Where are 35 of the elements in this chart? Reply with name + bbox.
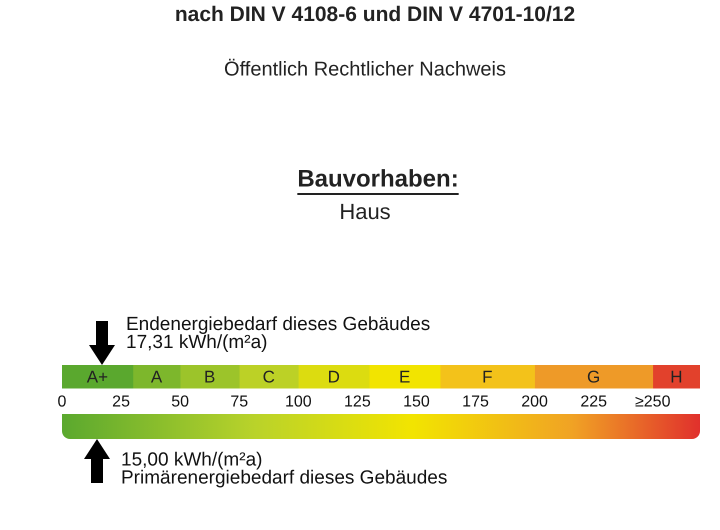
x-tick-label: 175 [462,394,489,411]
bar [652,365,700,388]
x-tick-label: ≥250 [635,394,671,411]
series-label: D [328,367,340,386]
x-tick-label: 100 [284,394,312,411]
text: Haus [339,199,391,224]
bar [62,365,134,388]
series-label: G [587,367,600,386]
x-tick-label: 150 [403,394,430,411]
bar [298,365,370,388]
bar [132,365,180,388]
series-label: A [150,367,163,386]
x-tick-label: 200 [521,394,548,411]
text: Bauvorhaben: [297,166,459,193]
x-tick-label: 50 [171,394,190,411]
chart-subtitle: Öffentlich Rechtlicher Nachweis [224,58,506,81]
series-label: B [204,367,216,386]
bar [534,365,654,388]
series-label: A+ [86,367,108,386]
x-tick-label: 75 [230,394,248,411]
text: 15,00 kWh/(m²a) Primärenergiebedarf dieses Gebäudes [121,450,448,489]
bar [440,365,535,388]
series-label: C [262,367,275,386]
series-label: E [398,367,410,386]
x-tick-label: 0 [58,394,67,411]
x-tick-label: 225 [580,394,608,411]
bar [368,365,440,388]
bar [180,365,240,388]
text: Endenergiebedarf dieses Gebäudes 17,31 kWh/(m²a) [126,314,430,354]
bar [238,365,299,388]
series-label: F [482,367,493,386]
chart-title: nach DIN V 4108-6 und DIN V 4701-10/12 [174,2,576,26]
series-label: H [670,367,683,386]
x-tick-label: 125 [344,394,371,411]
x-tick-label: 25 [112,394,130,411]
